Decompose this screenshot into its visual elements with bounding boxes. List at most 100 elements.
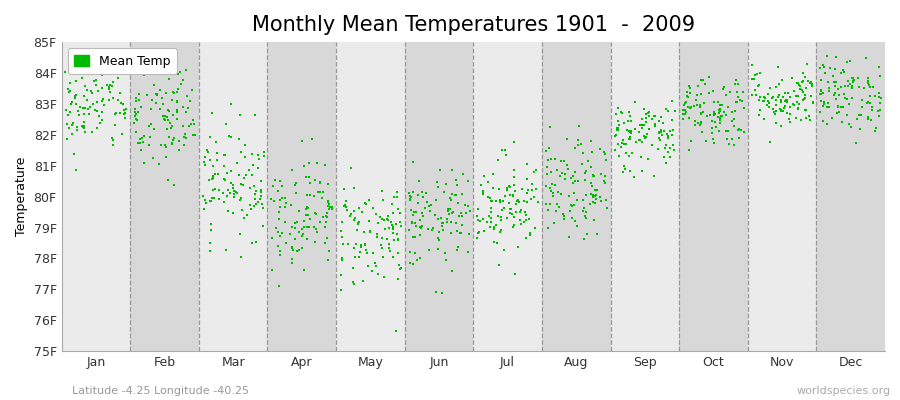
Point <box>320 234 335 241</box>
Point <box>274 183 289 190</box>
Point <box>349 241 364 247</box>
Point <box>793 86 807 92</box>
Point <box>782 116 796 122</box>
Point <box>477 228 491 234</box>
Point <box>588 193 602 199</box>
Point <box>203 227 218 234</box>
Point <box>528 225 543 232</box>
Point <box>132 136 147 142</box>
Point <box>570 222 584 229</box>
Point <box>580 158 595 164</box>
Point <box>94 85 109 91</box>
Point <box>798 107 813 114</box>
Point <box>203 156 218 163</box>
Point <box>389 327 403 334</box>
Point <box>659 106 673 112</box>
Point <box>256 223 270 229</box>
Point <box>445 197 459 204</box>
Point <box>164 125 178 132</box>
Point <box>197 162 211 168</box>
Bar <box>199 42 267 351</box>
Point <box>815 102 830 109</box>
Point <box>612 122 626 128</box>
Point <box>753 94 768 100</box>
Point <box>634 154 648 161</box>
Point <box>779 110 794 116</box>
Point <box>623 168 637 174</box>
Point <box>615 110 629 116</box>
Point <box>546 219 561 226</box>
Point <box>506 192 520 198</box>
Point <box>580 231 595 237</box>
Point <box>450 227 464 234</box>
Point <box>748 72 762 78</box>
Point <box>448 176 463 183</box>
Point <box>640 110 654 116</box>
Point <box>575 160 590 167</box>
Point <box>233 254 248 261</box>
Point <box>856 85 870 91</box>
Point <box>476 188 491 194</box>
Text: worldspecies.org: worldspecies.org <box>796 386 891 396</box>
Point <box>338 201 352 208</box>
Point <box>508 271 522 278</box>
Point <box>835 67 850 73</box>
Point <box>791 80 806 86</box>
Point <box>90 99 104 105</box>
Point <box>89 76 104 83</box>
Point <box>796 70 811 77</box>
Point <box>375 188 390 194</box>
Point <box>393 210 408 216</box>
Point <box>283 230 297 237</box>
Point <box>197 197 211 203</box>
Point <box>302 205 316 211</box>
Point <box>334 228 348 234</box>
Point <box>503 210 517 216</box>
Point <box>756 98 770 104</box>
Point <box>471 206 485 212</box>
Point <box>518 209 532 215</box>
Point <box>842 101 856 107</box>
Point <box>273 178 287 184</box>
Point <box>682 115 697 121</box>
Point <box>661 107 675 114</box>
Point <box>521 216 535 222</box>
Point <box>680 109 694 116</box>
Point <box>539 183 554 189</box>
Point <box>294 226 309 232</box>
Point <box>805 81 819 87</box>
Point <box>97 102 112 108</box>
Point <box>840 59 854 66</box>
Point <box>302 216 317 222</box>
Point <box>403 206 418 213</box>
Point <box>205 195 220 202</box>
Point <box>541 157 555 164</box>
Point <box>681 147 696 153</box>
Point <box>556 211 571 217</box>
Point <box>481 179 495 185</box>
Point <box>279 240 293 246</box>
Point <box>662 154 677 160</box>
Point <box>358 241 373 247</box>
Point <box>62 109 77 115</box>
Point <box>507 174 521 180</box>
Point <box>774 123 788 129</box>
Point <box>702 90 716 96</box>
Point <box>176 134 191 140</box>
Point <box>373 214 387 221</box>
Point <box>624 128 638 134</box>
Point <box>76 92 91 99</box>
Point <box>799 115 814 122</box>
Point <box>337 186 351 192</box>
Point <box>608 146 623 153</box>
Point <box>351 221 365 227</box>
Point <box>474 182 489 189</box>
Point <box>705 125 719 132</box>
Point <box>160 126 175 132</box>
Point <box>223 168 238 174</box>
Point <box>343 213 357 219</box>
Point <box>547 155 562 162</box>
Point <box>517 219 531 225</box>
Point <box>492 186 507 192</box>
Point <box>860 115 875 121</box>
